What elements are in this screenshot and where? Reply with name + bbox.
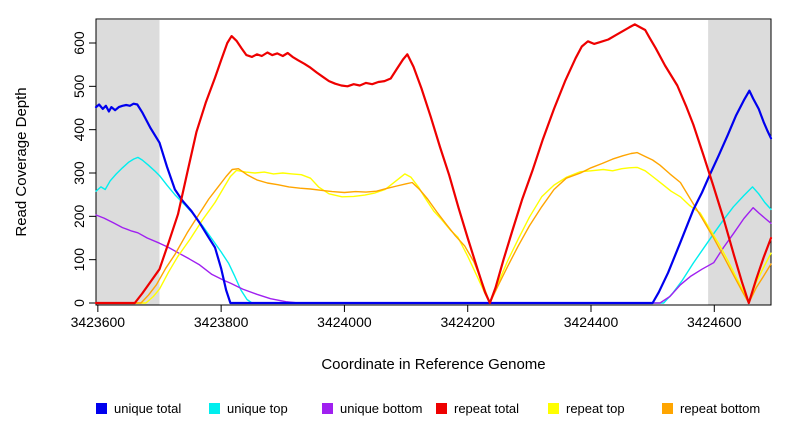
legend-label: unique total [114,401,181,416]
x-tick-label: 3424600 [687,314,742,330]
x-tick-label: 3424000 [317,314,372,330]
x-axis-title: Coordinate in Reference Genome [321,356,545,373]
legend-item: unique top [209,401,288,416]
series-line-repeat-top [95,166,772,304]
legend-item: unique total [96,401,181,416]
legend-label: unique bottom [340,401,422,416]
legend-swatch [322,403,333,414]
legend-label: repeat bottom [680,401,760,416]
legend-item: repeat bottom [662,401,760,416]
legend-item: repeat total [436,401,519,416]
legend-item: repeat top [548,401,625,416]
legend-swatch [209,403,220,414]
legend-swatch [548,403,559,414]
legend-swatch [436,403,447,414]
y-tick-label: 300 [71,161,87,185]
y-tick-label: 200 [71,204,87,228]
x-tick-label: 3423600 [71,314,126,330]
plot-box [95,18,772,306]
shaded-region [708,20,771,305]
legend-item: unique bottom [322,401,422,416]
y-tick-label: 100 [71,248,87,272]
x-tick-label: 3424200 [440,314,495,330]
legend-swatch [96,403,107,414]
y-tick-label: 500 [71,74,87,98]
legend-label: repeat top [566,401,625,416]
legend-label: unique top [227,401,288,416]
x-tick-label: 3424400 [564,314,619,330]
series-line-unique-total [94,89,773,305]
x-tick-label: 3423800 [194,314,249,330]
series-line-unique-bottom [95,206,772,304]
y-axis-title: Read Coverage Depth [13,87,30,236]
series-line-repeat-total [94,23,773,305]
y-tick-label: 600 [71,31,87,55]
series-line-repeat-bottom [95,151,772,304]
y-tick-label: 0 [71,299,87,307]
legend-swatch [662,403,673,414]
legend-label: repeat total [454,401,519,416]
y-tick-label: 400 [71,118,87,142]
series-line-unique-top [95,156,772,304]
legend: unique total unique top unique bottom repea… [96,401,760,416]
